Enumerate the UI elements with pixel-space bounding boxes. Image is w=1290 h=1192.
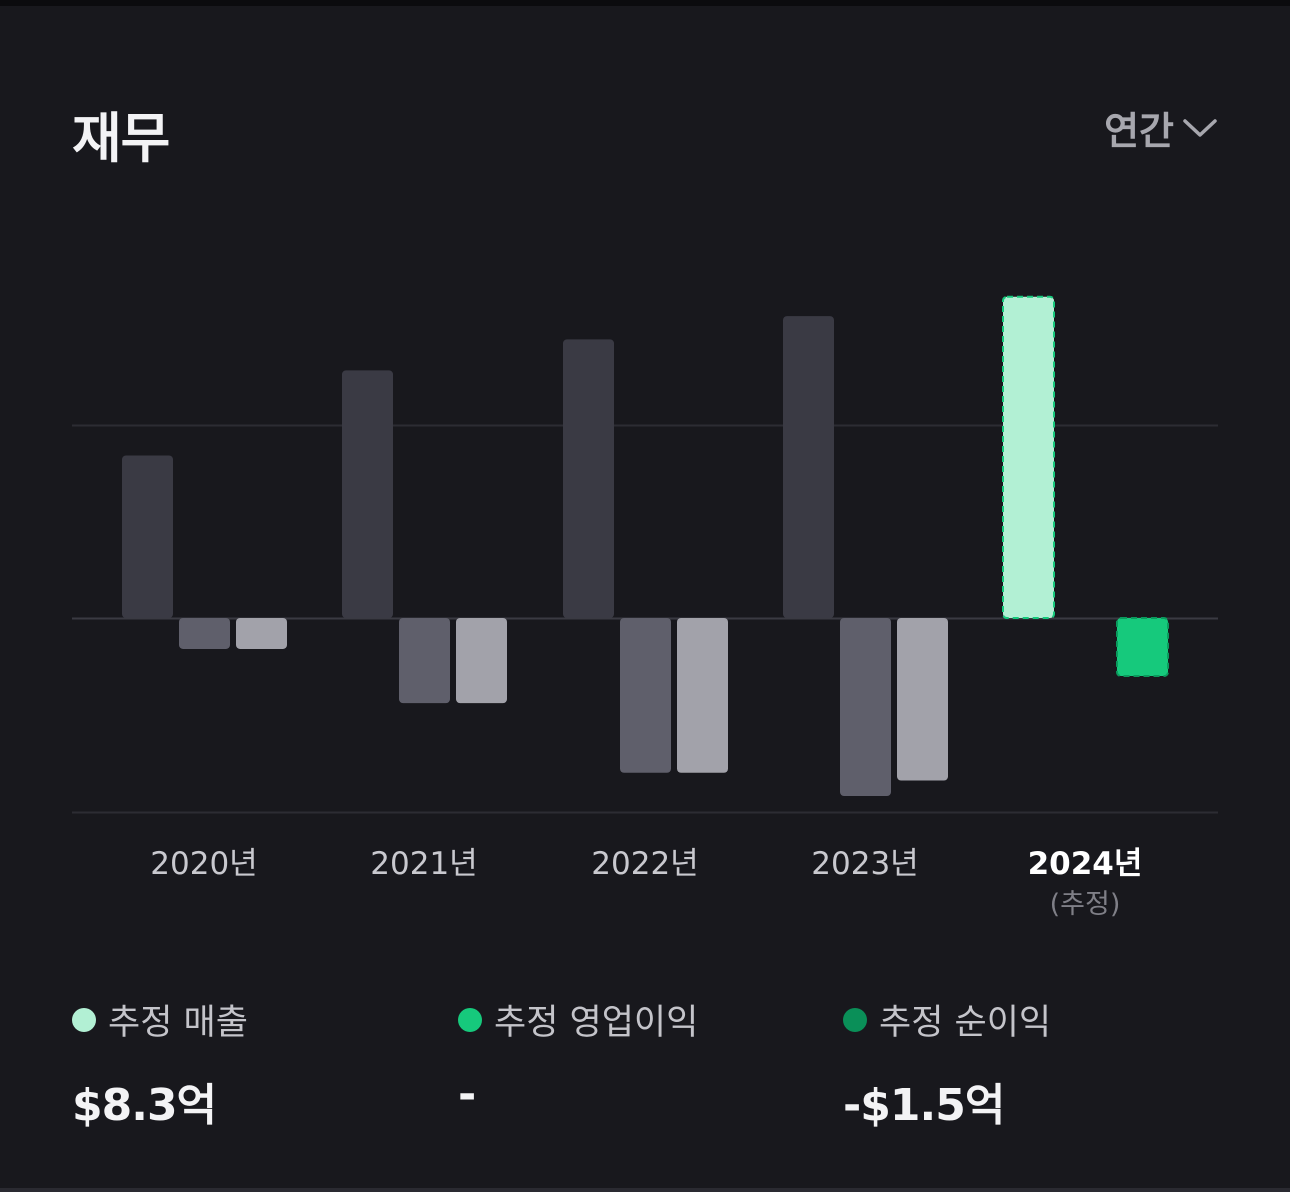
bar-operating_income-3: [840, 618, 891, 797]
legend-net-income: 추정 순이익 -$1.5억: [843, 994, 1051, 1133]
financials-bar-chart: [72, 295, 1218, 814]
bar-net_income-3: [897, 618, 948, 781]
legend-operating-income-dot: [458, 1007, 482, 1032]
top-strip: [0, 0, 1290, 6]
x-tick-label-0: 2020년: [150, 846, 258, 882]
bar-net_income-2: [677, 618, 728, 773]
bar-revenue-3: [783, 316, 834, 618]
legend-revenue-dot: [72, 1007, 96, 1032]
bar-revenue-2: [563, 339, 614, 618]
bar-revenue-1: [342, 370, 393, 618]
legend-operating-income: 추정 영업이익 -: [458, 994, 698, 1120]
financials-card: [0, 6, 1290, 1188]
legend-revenue-value: $8.3억: [72, 1080, 217, 1131]
x-tick-label-4: 2024년: [1027, 846, 1143, 882]
period-dropdown-label: 연간: [1104, 109, 1174, 153]
bar-revenue-4: [1002, 295, 1055, 619]
period-dropdown[interactable]: 연간: [1104, 100, 1218, 155]
x-tick-label-2: 2022년: [591, 846, 699, 882]
bar-net_income-4: [1116, 617, 1169, 678]
legend-operating-income-value: -: [458, 1069, 476, 1120]
legend-revenue: 추정 매출 $8.3억: [72, 994, 248, 1133]
x-tick-note-4: (추정): [1049, 889, 1121, 920]
chevron-down-icon: [1182, 116, 1218, 140]
bottom-divider: [0, 1188, 1290, 1192]
bar-operating_income-0: [179, 618, 230, 649]
legend-revenue-label: 추정 매출: [108, 1003, 248, 1043]
bar-net_income-1: [456, 618, 507, 704]
bar-operating_income-2: [620, 618, 671, 773]
bar-revenue-0: [122, 455, 173, 618]
legend-net-income-dot: [843, 1007, 867, 1032]
x-tick-label-1: 2021년: [370, 846, 478, 882]
section-title: 재무: [72, 107, 170, 170]
x-tick-label-3: 2023년: [811, 846, 919, 882]
bar-net_income-0: [236, 618, 287, 649]
bar-operating_income-1: [399, 618, 450, 704]
legend-operating-income-label: 추정 영업이익: [494, 1003, 699, 1043]
legend-net-income-value: -$1.5억: [843, 1080, 1005, 1131]
legend-net-income-label: 추정 순이익: [879, 1003, 1052, 1043]
